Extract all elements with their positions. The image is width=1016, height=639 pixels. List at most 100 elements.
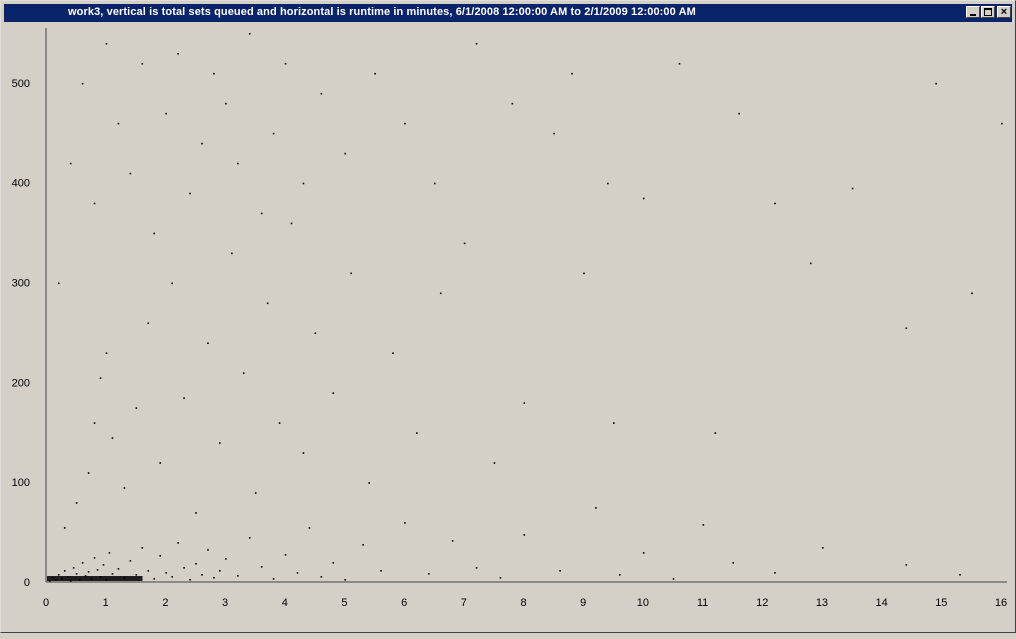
data-point — [135, 407, 138, 409]
data-point — [123, 487, 126, 489]
data-point — [368, 482, 370, 484]
data-point — [201, 574, 203, 576]
maximize-icon — [984, 8, 992, 16]
data-point — [81, 82, 84, 85]
minimize-icon — [970, 14, 976, 16]
data-point — [451, 540, 454, 542]
data-point — [248, 537, 251, 539]
data-point — [272, 578, 275, 580]
data-point — [642, 197, 645, 200]
data-point — [111, 573, 114, 575]
x-tick-label: 2 — [162, 597, 168, 609]
close-button[interactable]: × — [997, 6, 1011, 18]
data-point — [302, 182, 305, 185]
data-point — [111, 437, 114, 439]
data-point — [332, 562, 335, 564]
data-point — [57, 282, 60, 285]
x-tick-label: 13 — [816, 597, 828, 609]
x-tick-label: 0 — [43, 597, 49, 609]
data-point — [595, 507, 597, 509]
data-point — [392, 352, 394, 355]
y-tick-label: 0 — [24, 577, 30, 589]
data-point — [63, 570, 66, 572]
data-point — [821, 547, 824, 549]
x-tick-label: 3 — [222, 597, 228, 609]
data-point — [84, 575, 87, 577]
minimize-button[interactable] — [966, 6, 980, 18]
data-point — [553, 132, 555, 135]
data-point — [165, 572, 167, 574]
data-point — [231, 252, 233, 255]
data-point — [714, 432, 717, 434]
data-point — [75, 502, 78, 504]
data-point — [96, 569, 99, 571]
data-point — [344, 579, 347, 581]
data-point — [404, 122, 406, 125]
data-point — [523, 402, 526, 404]
maximize-button[interactable] — [981, 6, 995, 18]
data-point — [147, 322, 150, 325]
data-point — [959, 574, 961, 576]
title-bar[interactable]: work3, vertical is total sets queued and… — [4, 4, 1012, 22]
data-point — [75, 573, 78, 575]
data-point — [219, 570, 221, 572]
data-point — [147, 570, 150, 572]
data-point — [129, 172, 132, 175]
x-tick-label: 7 — [461, 597, 467, 609]
data-point — [511, 102, 514, 105]
data-point — [523, 534, 526, 536]
window-title: work3, vertical is total sets queued and… — [68, 6, 696, 18]
data-point — [242, 372, 245, 374]
data-point — [93, 557, 96, 559]
data-point — [135, 574, 138, 576]
data-point — [189, 579, 191, 581]
data-point — [260, 212, 263, 215]
data-point — [183, 567, 185, 569]
data-point — [177, 52, 179, 55]
y-tick-label: 100 — [12, 477, 30, 489]
x-tick-label: 9 — [580, 597, 586, 609]
x-tick-label: 5 — [341, 597, 347, 609]
x-tick-label: 15 — [935, 597, 947, 609]
data-point — [905, 564, 908, 566]
data-point — [225, 102, 227, 105]
data-point — [213, 577, 215, 579]
data-point — [69, 580, 72, 582]
data-point — [237, 575, 239, 577]
data-point — [428, 573, 430, 575]
x-tick-label: 6 — [401, 597, 407, 609]
data-point — [284, 62, 287, 65]
data-point — [433, 182, 436, 185]
data-point — [93, 422, 96, 424]
data-point — [93, 202, 96, 205]
data-point — [642, 552, 645, 554]
data-point — [207, 549, 209, 551]
data-point — [153, 232, 156, 235]
data-point — [374, 72, 376, 75]
y-tick-label: 400 — [12, 178, 30, 190]
data-point — [613, 422, 615, 424]
x-tick-label: 4 — [282, 597, 288, 609]
data-point — [350, 272, 353, 275]
data-point — [810, 262, 812, 265]
data-point — [66, 576, 69, 578]
data-point — [905, 327, 908, 330]
x-tick-label: 1 — [103, 597, 109, 609]
data-point — [320, 92, 323, 95]
data-point — [559, 570, 561, 572]
data-point — [171, 576, 173, 578]
x-tick-label: 16 — [995, 597, 1007, 609]
data-point — [60, 578, 63, 580]
data-point — [129, 560, 132, 562]
data-point — [141, 62, 144, 65]
data-point — [702, 524, 705, 526]
data-point — [272, 132, 275, 135]
data-point — [54, 579, 57, 581]
data-point — [416, 432, 418, 434]
data-point — [571, 72, 573, 75]
data-point — [362, 544, 364, 546]
data-point — [213, 72, 215, 75]
data-point — [195, 512, 197, 514]
data-point — [189, 192, 191, 195]
data-point — [732, 562, 735, 564]
